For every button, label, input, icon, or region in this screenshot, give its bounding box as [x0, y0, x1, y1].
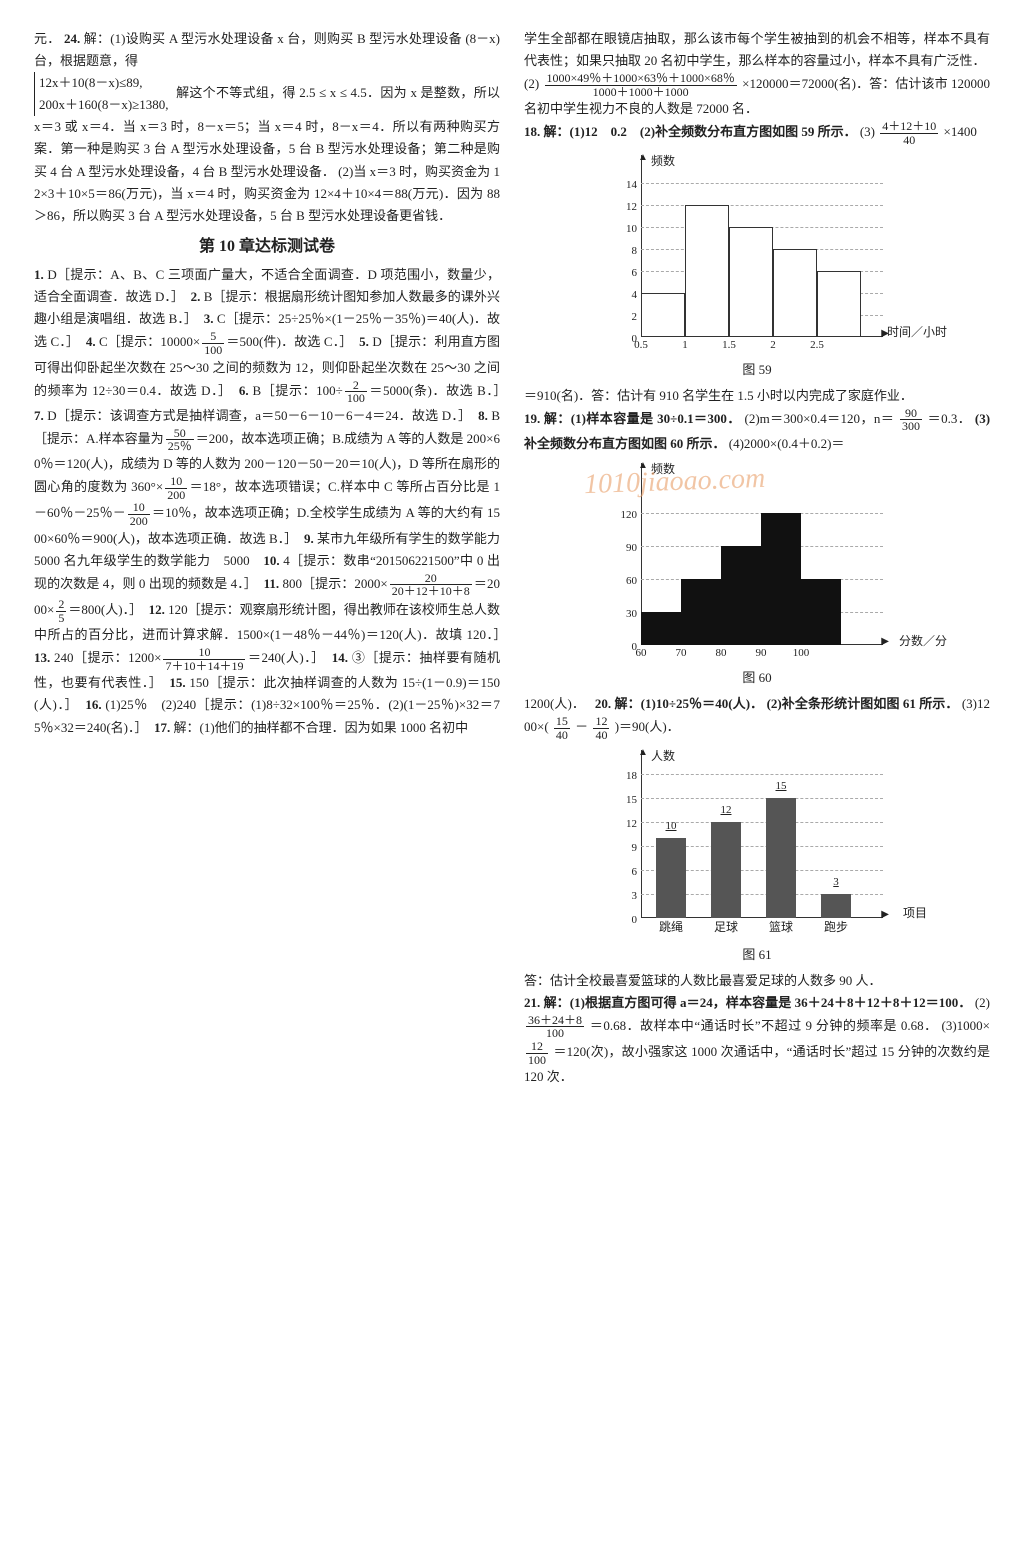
- text: ＝0.3．: [928, 411, 972, 426]
- text: ＝800(人)．］: [68, 602, 135, 617]
- q-number: 13.: [34, 650, 54, 665]
- text: ×1400: [944, 125, 977, 140]
- text: 240［提示：1200×: [54, 650, 161, 665]
- q-number: 12.: [149, 602, 169, 617]
- fraction: 5025％: [166, 427, 194, 453]
- numerator: 15: [554, 715, 570, 729]
- text: 解：(1)他们的抽样都不合理．因为如果 1000 名初中: [174, 720, 469, 735]
- text: C［提示：10000×: [99, 334, 200, 349]
- q-number: 9.: [304, 531, 317, 546]
- numerator: 4＋12＋10: [880, 120, 938, 134]
- denominator: 1000＋1000＋1000: [545, 86, 737, 99]
- fraction: 1000×49％＋1000×63％＋1000×68％ 1000＋1000＋100…: [545, 72, 737, 98]
- p24-cases: 12x＋10(8－x)≤89, 200x＋160(8－x)≥1380, 解这个不…: [34, 72, 500, 227]
- case-row: 200x＋160(8－x)≥1380,: [39, 94, 169, 116]
- chart-60-histogram: ▲▶频数分数／分030609012060708090100: [607, 463, 907, 663]
- text: (2)m＝300×0.4＝120，n＝: [744, 411, 894, 426]
- denominator: 40: [880, 134, 938, 147]
- caption-60: 图 60: [524, 667, 990, 689]
- text: (2): [975, 995, 990, 1010]
- fraction: 12 40: [593, 715, 609, 741]
- numerator: 12: [593, 715, 609, 729]
- q-number: 7.: [34, 408, 47, 423]
- text: (3): [860, 125, 875, 140]
- chapter-title: 第 10 章达标测试卷: [34, 233, 500, 260]
- fraction: 25: [56, 598, 66, 624]
- p20d: 答：估计全校最喜爱篮球的人数比最喜爱足球的人数多 90 人．: [524, 970, 990, 992]
- q-number: 11.: [264, 576, 283, 591]
- column-right: 学生全部都在眼镜店抽取，那么该市每个学生被抽到的机会不相等，样本不具有代表性；如…: [524, 28, 990, 1088]
- p17-continued: 学生全部都在眼镜店抽取，那么该市每个学生被抽到的机会不相等，样本不具有代表性；如…: [524, 28, 990, 72]
- p18: 18. 解：(1)12 0.2 (2)补全频数分布直方图如图 59 所示． (3…: [524, 120, 990, 146]
- q-number: 1.: [34, 267, 47, 282]
- chart-61-bar: ▲▶人数项目0369121518跳绳足球篮球跑步1012153: [607, 750, 907, 940]
- column-left: 元． 24. 解：(1)设购买 A 型污水处理设备 x 台，则购买 B 型污水处…: [34, 28, 500, 1088]
- p19: 19. 解：(1)样本容量是 30÷0.1＝300． (2)m＝300×0.4＝…: [524, 407, 990, 455]
- q-number: 5.: [359, 334, 372, 349]
- denominator: 40: [593, 729, 609, 742]
- fraction: 15 40: [554, 715, 570, 741]
- text: (2): [524, 76, 539, 91]
- p19-20: 1200(人)． 20. 解：(1)10÷25％＝40(人)． (2)补全条形统…: [524, 693, 990, 741]
- text: 18. 解：(1)12 0.2 (2)补全频数分布直方图如图 59 所示．: [524, 125, 857, 140]
- q-number: 2.: [191, 289, 204, 304]
- denominator: 40: [554, 729, 570, 742]
- q-number: 3.: [204, 311, 217, 326]
- text: 20. 解：(1)10÷25％＝40(人)．: [595, 696, 763, 711]
- p17-formula: (2) 1000×49％＋1000×63％＋1000×68％ 1000＋1000…: [524, 72, 990, 120]
- q-number: 15.: [169, 675, 189, 690]
- text: 19. 解：(1)样本容量是 30÷0.1＝300．: [524, 411, 741, 426]
- text: ＝5000(条)．故选 B．］: [369, 383, 500, 398]
- p24-intro: 元． 24. 解：(1)设购买 A 型污水处理设备 x 台，则购买 B 型污水处…: [34, 28, 500, 72]
- text: 1200(人)．: [524, 696, 579, 711]
- text: 800［提示：2000×: [282, 576, 387, 591]
- fraction: 5100: [202, 330, 224, 356]
- numerator: 1000×49％＋1000×63％＋1000×68％: [545, 72, 737, 86]
- text: ＝240(人)．］: [247, 650, 318, 665]
- text: ＝500(件)．故选 C．］: [226, 334, 346, 349]
- text: －: [575, 719, 588, 734]
- text: (3)1000×: [942, 1018, 991, 1033]
- q-number: 8.: [478, 408, 491, 423]
- text: B［提示：100÷: [253, 383, 343, 398]
- fraction: 10200: [165, 475, 187, 501]
- text: 21. 解：(1)根据直方图可得 a＝24，样本容量是 36＋24＋8＋12＋8…: [524, 995, 971, 1010]
- fraction: 2100: [345, 379, 367, 405]
- numerator: 12: [526, 1040, 548, 1054]
- denominator: 300: [900, 420, 922, 433]
- q-number: 14.: [332, 650, 352, 665]
- fraction: 2020＋12＋10＋8: [390, 572, 472, 598]
- q-number: 6.: [239, 383, 253, 398]
- numerator: 36＋24＋8: [526, 1014, 584, 1028]
- text: (2)补全条形统计图如图 61 所示．: [767, 696, 959, 711]
- q-number: 10.: [263, 553, 283, 568]
- text: (4)2000×(0.4＋0.2)＝: [729, 436, 845, 451]
- numerator: 90: [900, 407, 922, 421]
- answers-block: 1. D［提示：A、B、C 三项面广量大，不适合全面调查．D 项范围小，数量少，…: [34, 264, 500, 739]
- q-number: 16.: [85, 697, 105, 712]
- chart-59-histogram: ▲▶频数时间／小时024681012140.511.522.5: [607, 155, 907, 355]
- p21: 21. 解：(1)根据直方图可得 a＝24，样本容量是 36＋24＋8＋12＋8…: [524, 992, 990, 1089]
- text: )＝90(人)．: [615, 719, 680, 734]
- q-number: 24.: [64, 31, 80, 46]
- denominator: 100: [526, 1054, 548, 1067]
- fraction: 107＋10＋14＋19: [163, 646, 245, 672]
- caption-59: 图 59: [524, 359, 990, 381]
- q-number: 17.: [154, 720, 174, 735]
- inequality-system: 12x＋10(8－x)≤89, 200x＋160(8－x)≥1380,: [34, 72, 169, 116]
- fraction: 90 300: [900, 407, 922, 433]
- p18c: ＝910(名)．答：估计有 910 名学生在 1.5 小时以内完成了家庭作业．: [524, 385, 990, 407]
- caption-61: 图 61: [524, 944, 990, 966]
- fraction: 4＋12＋10 40: [880, 120, 938, 146]
- text: 解：(1)设购买 A 型污水处理设备 x 台，则购买 B 型污水处理设备 (8－…: [34, 31, 500, 68]
- text: D［提示：该调查方式是抽样调查，a＝50－6－10－6－4＝24．故选 D．］: [47, 408, 465, 423]
- text: ＝120(次)，故小强家这 1000 次通话中，“通话时长”超过 15 分钟的次…: [524, 1044, 990, 1084]
- case-row: 12x＋10(8－x)≤89,: [39, 72, 169, 94]
- text: ＝0.68．故样本中“通话时长”不超过 9 分钟的频率是 0.68．: [590, 1018, 938, 1033]
- fraction: 12 100: [526, 1040, 548, 1066]
- q-number: 4.: [86, 334, 99, 349]
- text: 元．: [34, 31, 61, 46]
- fraction: 36＋24＋8 100: [526, 1014, 584, 1040]
- fraction: 10200: [128, 501, 150, 527]
